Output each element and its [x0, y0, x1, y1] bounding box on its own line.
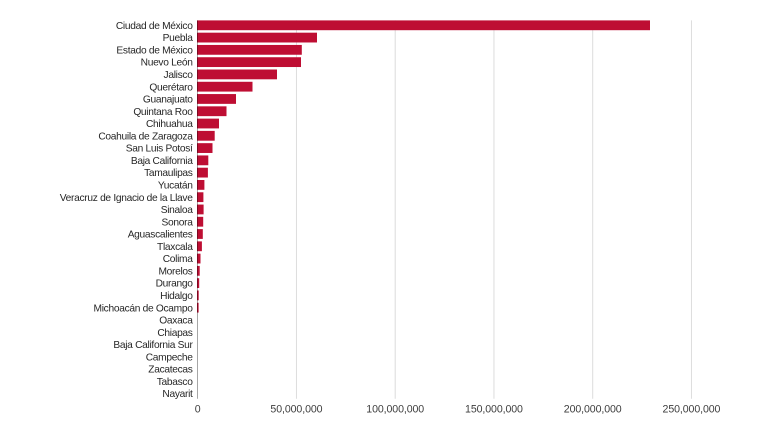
svg-text:Chiapas: Chiapas — [157, 328, 192, 339]
svg-text:Sinaloa: Sinaloa — [161, 205, 194, 216]
svg-text:50,000,000: 50,000,000 — [270, 404, 322, 416]
svg-text:250,000,000: 250,000,000 — [663, 404, 721, 416]
svg-text:Ciudad de México: Ciudad de México — [116, 21, 193, 32]
svg-text:Querétaro: Querétaro — [149, 82, 193, 93]
svg-text:Tabasco: Tabasco — [157, 377, 193, 388]
svg-text:Zacatecas: Zacatecas — [148, 365, 193, 376]
svg-text:Coahuila de Zaragoza: Coahuila de Zaragoza — [98, 131, 193, 142]
svg-text:200,000,000: 200,000,000 — [564, 404, 622, 416]
svg-text:Campeche: Campeche — [146, 352, 194, 363]
svg-text:150,000,000: 150,000,000 — [465, 404, 523, 416]
svg-text:Nuevo León: Nuevo León — [141, 58, 193, 69]
svg-text:Sonora: Sonora — [162, 217, 194, 228]
svg-text:Tlaxcala: Tlaxcala — [157, 242, 193, 253]
svg-text:Veracruz de Ignacio de la Llav: Veracruz de Ignacio de la Llave — [60, 193, 193, 204]
svg-text:Chihuahua: Chihuahua — [146, 119, 193, 130]
svg-text:San Luis Potosí: San Luis Potosí — [126, 144, 193, 155]
svg-text:Oaxaca: Oaxaca — [159, 316, 193, 327]
svg-text:Puebla: Puebla — [163, 33, 194, 44]
svg-text:Jalisco: Jalisco — [164, 70, 194, 81]
svg-text:Aguascalientes: Aguascalientes — [128, 230, 193, 241]
svg-text:Morelos: Morelos — [158, 266, 192, 277]
svg-text:Baja California: Baja California — [131, 156, 193, 167]
svg-text:Durango: Durango — [156, 279, 194, 290]
svg-text:Estado de México: Estado de México — [116, 45, 193, 56]
svg-text:Quintana Roo: Quintana Roo — [133, 107, 193, 118]
svg-text:Michoacán de Ocampo: Michoacán de Ocampo — [94, 303, 194, 314]
svg-text:Hidalgo: Hidalgo — [160, 291, 193, 302]
svg-text:Yucatán: Yucatán — [158, 181, 193, 192]
svg-text:Colima: Colima — [163, 254, 194, 265]
svg-text:0: 0 — [195, 404, 201, 416]
svg-text:Tamaulipas: Tamaulipas — [144, 168, 193, 179]
svg-text:Nayarit: Nayarit — [162, 389, 193, 400]
svg-text:Guanajuato: Guanajuato — [143, 95, 193, 106]
svg-text:100,000,000: 100,000,000 — [366, 404, 424, 416]
svg-text:Baja California Sur: Baja California Sur — [113, 340, 193, 351]
